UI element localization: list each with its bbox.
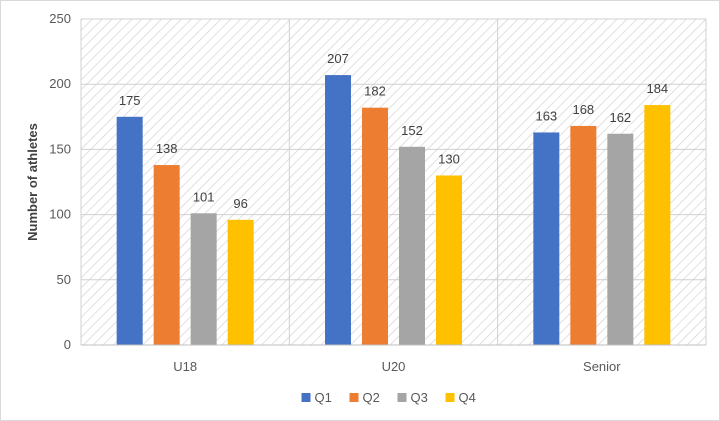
plot-area-background: [81, 19, 706, 345]
legend-label-q4: Q4: [459, 390, 476, 405]
y-tick-label: 100: [49, 207, 71, 222]
y-tick-label: 0: [64, 337, 71, 352]
legend-label-q1: Q1: [315, 390, 332, 405]
x-tick-label: U20: [382, 359, 406, 374]
legend-swatch-q1: [301, 393, 311, 402]
x-tick-label: U18: [173, 359, 197, 374]
data-label: 168: [572, 102, 594, 117]
legend-swatch-q3: [397, 393, 407, 402]
bar-q3-u20: [399, 146, 425, 345]
y-axis-label: Number of athletes: [25, 123, 40, 241]
data-label: 96: [233, 196, 247, 211]
bar-q2-senior: [570, 125, 597, 345]
legend-label-q2: Q2: [363, 390, 380, 405]
bar-q2-u18: [153, 165, 180, 345]
bar-q4-u18: [227, 219, 254, 345]
y-tick-label: 250: [49, 11, 71, 26]
y-tick-label: 200: [49, 76, 71, 91]
bar-q4-senior: [644, 105, 671, 346]
bar-q1-senior: [533, 132, 560, 345]
data-labels: 175 138 101 96 207 182 152 130 163 168 162 184: [119, 51, 668, 211]
data-label: 152: [401, 123, 423, 138]
data-label: 138: [156, 141, 178, 156]
bar-q3-senior: [607, 133, 634, 345]
y-tick-label: 150: [49, 141, 71, 156]
data-label: 184: [646, 81, 668, 96]
legend: Q1 Q2 Q3 Q4: [301, 390, 476, 405]
data-label: 182: [364, 84, 386, 99]
bar-q4-u20: [436, 175, 462, 345]
data-label: 207: [327, 51, 349, 66]
bar-q1-u20: [325, 75, 351, 346]
legend-label-q3: Q3: [411, 390, 428, 405]
data-label: 175: [119, 93, 141, 108]
gridlines: [80, 18, 707, 345]
data-label: 162: [609, 110, 631, 125]
y-tick-label: 50: [57, 272, 71, 287]
bar-q3-u18: [190, 213, 217, 345]
bar-q2-u20: [362, 107, 388, 345]
x-tick-label: Senior: [583, 359, 621, 374]
bar-q1-u18: [116, 116, 143, 345]
data-label: 163: [535, 108, 557, 123]
bars: [116, 75, 671, 346]
legend-swatch-q2: [349, 393, 359, 402]
axes: 0 50 100 150 200 250 U18 U20 Senior: [49, 11, 706, 374]
legend-swatch-q4: [445, 393, 455, 402]
data-label: 101: [193, 189, 215, 204]
data-label: 130: [438, 151, 460, 166]
